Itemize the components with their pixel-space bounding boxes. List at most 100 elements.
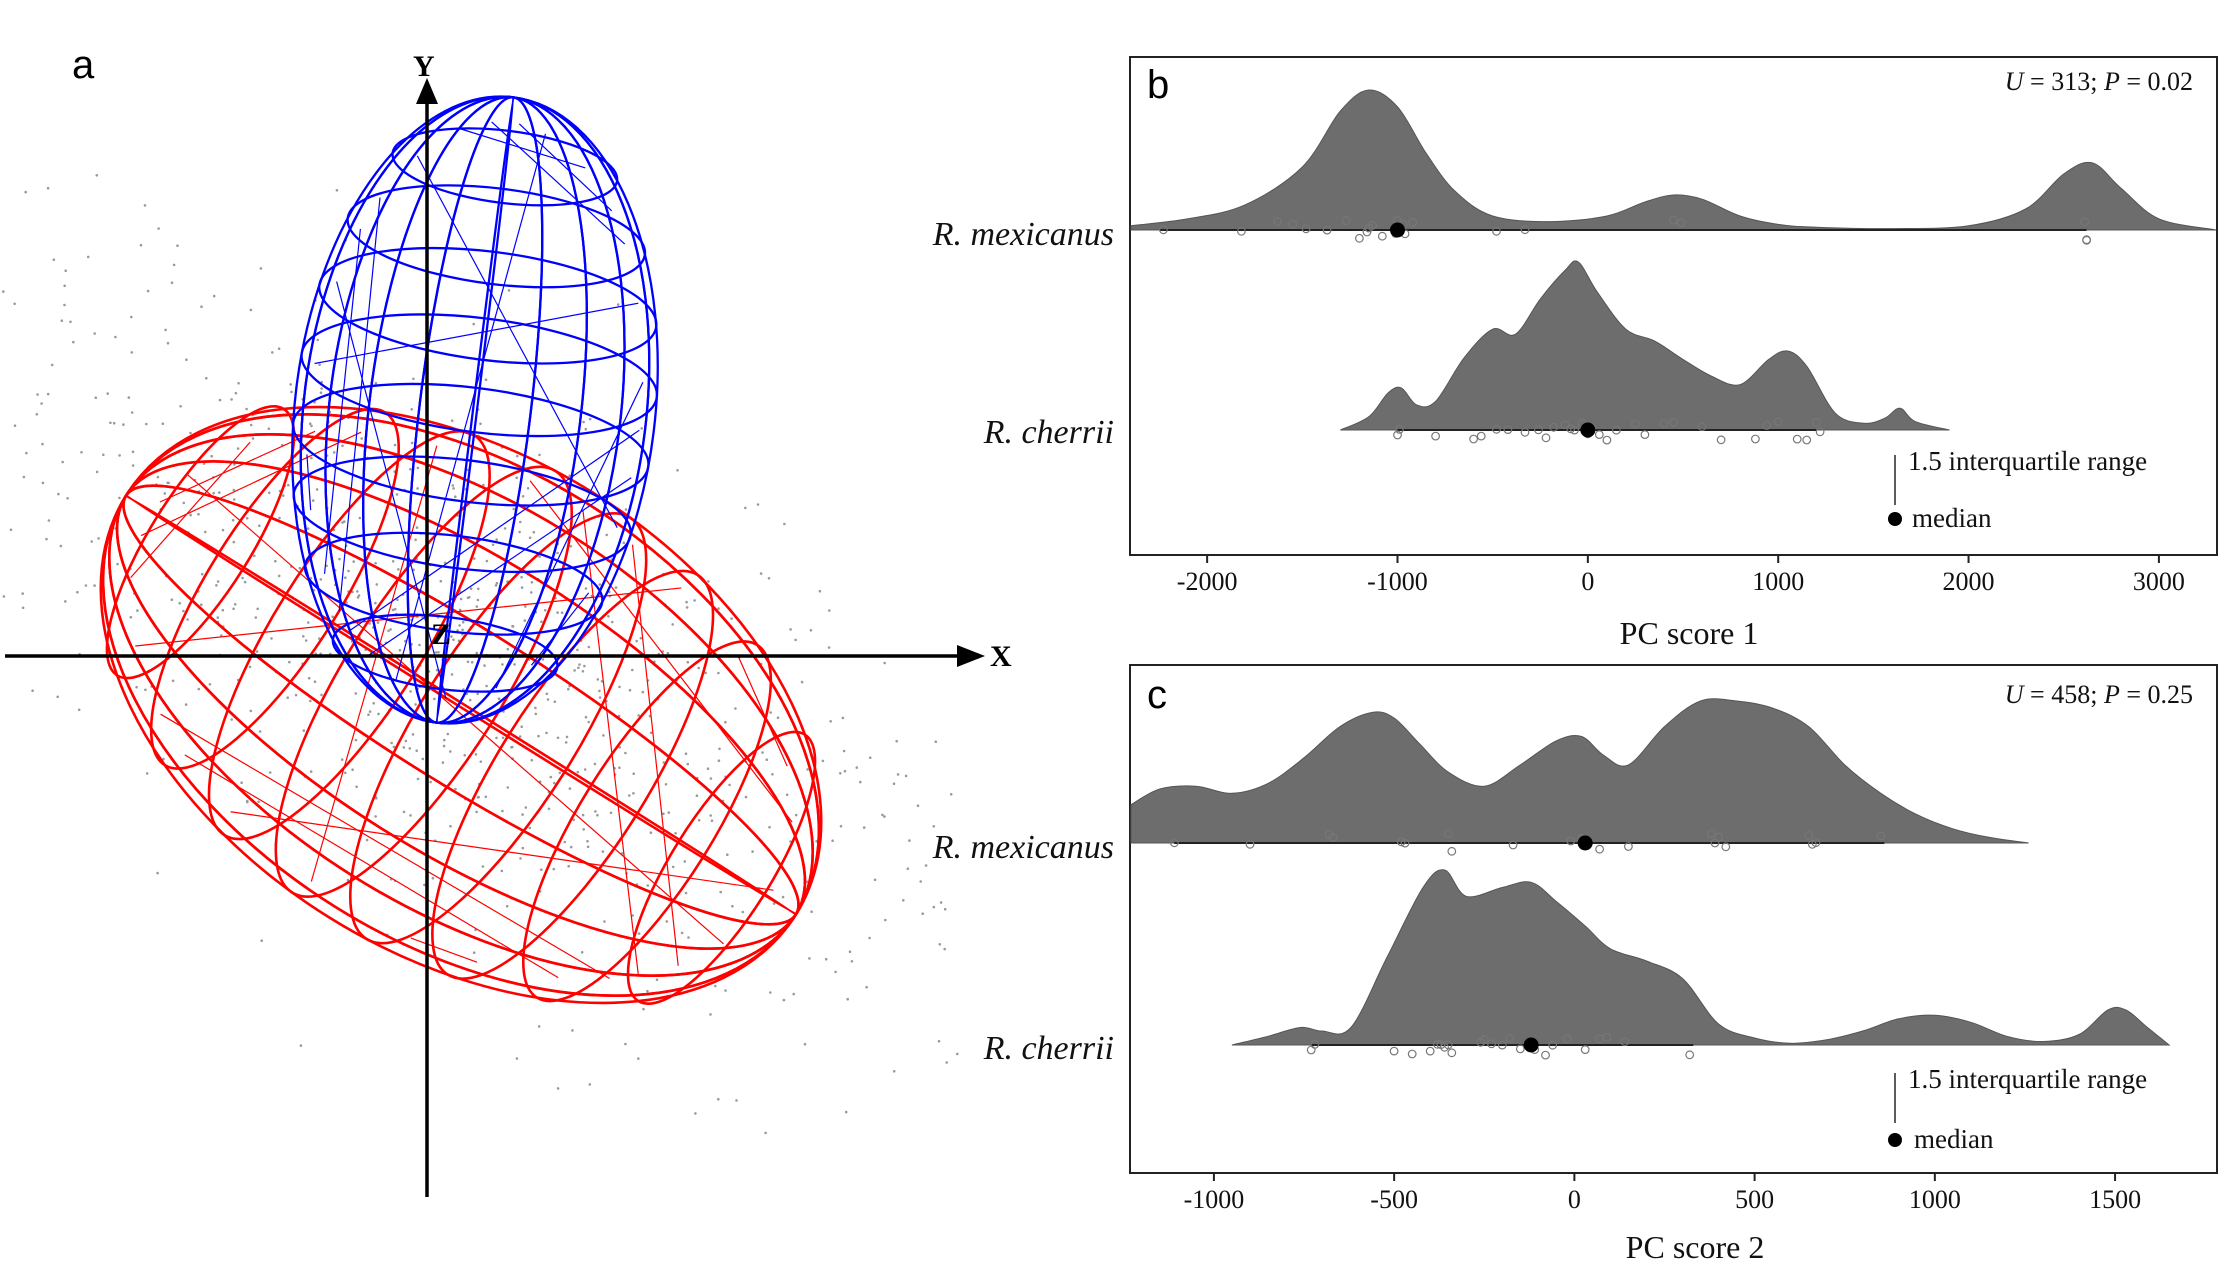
cloud-point (528, 536, 532, 540)
cloud-point (145, 772, 149, 775)
cloud-point (485, 559, 489, 563)
cloud-point (500, 869, 504, 873)
cloud-point (139, 243, 143, 247)
c-data-point (1623, 842, 1633, 851)
cloud-point (257, 800, 260, 804)
cloud-point (546, 698, 550, 701)
cloud-point (714, 984, 717, 988)
cloud-point (530, 581, 534, 584)
cloud-point (772, 902, 776, 905)
cloud-point (189, 513, 192, 517)
cloud-point (157, 227, 160, 230)
cloud-point (943, 907, 947, 911)
cloud-point (646, 989, 649, 993)
cloud-point (118, 496, 121, 500)
cloud-point (63, 284, 66, 288)
b-data-point (1368, 220, 1378, 230)
cloud-point (479, 760, 483, 763)
cloud-point (317, 637, 321, 640)
c-data-point (1515, 1044, 1525, 1054)
legend-median-dot-b (1888, 512, 1902, 526)
cloud-point (671, 865, 675, 869)
cloud-point (170, 598, 174, 601)
cloud-point (319, 391, 323, 395)
cloud-point (230, 398, 233, 401)
cloud-point (179, 405, 182, 408)
cloud-point (710, 819, 714, 822)
cloud-point (267, 427, 271, 431)
cloud-point (391, 560, 395, 563)
cloud-point (939, 901, 943, 904)
cloud-point (72, 340, 75, 344)
cloud-point (344, 576, 347, 579)
cloud-point (90, 540, 93, 543)
cloud-point (410, 408, 414, 411)
cloud-point (472, 951, 476, 954)
cloud-point (95, 470, 99, 474)
cloud-point (288, 660, 291, 664)
cloud-point (106, 392, 109, 395)
blue-ellipsoid-mesh-line (338, 197, 381, 612)
p-value-b: = 0.02 (2120, 67, 2193, 96)
c-data-point (1595, 844, 1604, 854)
cloud-point (475, 605, 479, 608)
cloud-point (36, 393, 39, 396)
cloud-point (593, 762, 597, 766)
cloud-point (423, 883, 426, 887)
cloud-point (741, 910, 745, 914)
cloud-point (360, 437, 364, 440)
cloud-point (695, 794, 699, 797)
cloud-point (843, 769, 847, 773)
b-median-1 (1580, 422, 1596, 438)
cloud-point (212, 294, 216, 298)
cloud-point (24, 190, 28, 194)
cloud-point (528, 826, 532, 830)
c-data-point (1706, 829, 1716, 839)
cloud-point (130, 315, 133, 319)
cloud-point (534, 706, 537, 710)
cloud-point (290, 390, 293, 394)
plot-frame-b (1129, 56, 2218, 556)
b-x-tick-label: 0 (1581, 567, 1594, 596)
red-ellipsoid-mesh-line (738, 657, 788, 767)
cloud-point (631, 914, 634, 917)
b-density-0 (1130, 89, 2217, 231)
cloud-point (31, 689, 34, 692)
cloud-point (287, 483, 290, 487)
cloud-point (632, 792, 635, 795)
cloud-point (41, 442, 44, 446)
cloud-point (320, 693, 323, 697)
cloud-point (450, 673, 454, 676)
cloud-point (892, 1070, 896, 1073)
cloud-point (601, 850, 605, 853)
cloud-point (392, 745, 396, 749)
cloud-point (596, 678, 600, 681)
cloud-point (596, 813, 599, 817)
cloud-point (22, 475, 26, 479)
cloud-point (307, 621, 310, 624)
blue-ellipsoid-mesh-line (367, 477, 632, 657)
cloud-point (233, 603, 237, 606)
cloud-point (416, 777, 420, 781)
cloud-point (376, 621, 380, 624)
cloud-point (686, 660, 690, 664)
cloud-point (582, 420, 585, 424)
b-data-point (1676, 218, 1686, 228)
cloud-point (540, 868, 543, 871)
cloud-point (358, 516, 362, 520)
legend-range-label-b: 1.5 interquartile range (1908, 446, 2147, 476)
cloud-point (452, 487, 455, 490)
cloud-point (491, 543, 495, 547)
cloud-point (568, 787, 572, 790)
b-data-point (1158, 225, 1168, 235)
b-data-point (1762, 421, 1772, 430)
cloud-point (450, 635, 453, 638)
cloud-point (649, 731, 653, 735)
blue-ellipsoid-mesh-line (306, 454, 312, 511)
cloud-point (277, 347, 281, 351)
cloud-point (637, 1057, 640, 1060)
cloud-point (785, 793, 789, 797)
y-axis-letter: Y (413, 50, 435, 83)
cloud-point (268, 771, 272, 774)
cloud-point (844, 1110, 848, 1114)
